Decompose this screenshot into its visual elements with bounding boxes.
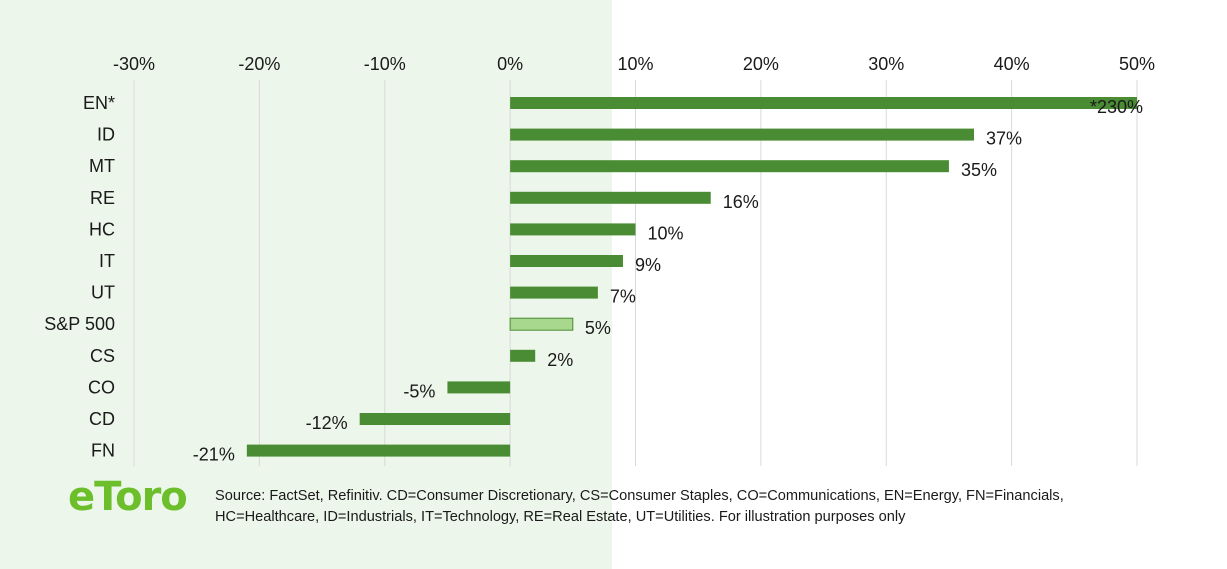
- bar-benchmark: [509, 317, 574, 331]
- category-label: MT: [89, 156, 115, 176]
- bars: [246, 97, 1137, 457]
- bar: [447, 381, 511, 394]
- category-label: UT: [91, 283, 115, 303]
- x-tick-label: 40%: [994, 54, 1030, 74]
- source-note: Source: FactSet, Refinitiv. CD=Consumer …: [215, 486, 1215, 528]
- x-tick-label: 30%: [868, 54, 904, 74]
- etoro-logo: eToro: [60, 474, 200, 528]
- data-label: 7%: [610, 287, 636, 307]
- source-line-1: Source: FactSet, Refinitiv. CD=Consumer …: [215, 488, 1064, 504]
- category-label: EN*: [83, 93, 115, 113]
- data-label: 5%: [585, 318, 611, 338]
- category-label: ID: [97, 125, 115, 145]
- x-tick-label: -30%: [113, 54, 155, 74]
- data-label: -21%: [193, 445, 235, 465]
- category-label: CS: [90, 346, 115, 366]
- x-tick-label: 20%: [743, 54, 779, 74]
- category-label: HC: [89, 219, 115, 239]
- data-label: 16%: [723, 192, 759, 212]
- data-label: 9%: [635, 255, 661, 275]
- data-label: 35%: [961, 160, 997, 180]
- data-label: 37%: [986, 129, 1022, 149]
- bar: [359, 413, 511, 425]
- bar: [510, 128, 975, 141]
- x-tick-label: 50%: [1119, 54, 1155, 74]
- x-tick-label: -10%: [364, 54, 406, 74]
- category-label: FN: [91, 441, 115, 461]
- data-label: -12%: [306, 413, 348, 433]
- category-label: S&P 500: [44, 314, 115, 334]
- data-label: -5%: [403, 381, 435, 401]
- data-label: 10%: [648, 223, 684, 243]
- category-label: CO: [88, 377, 115, 397]
- category-label: CD: [89, 409, 115, 429]
- bar: [510, 160, 949, 173]
- data-label: 2%: [547, 350, 573, 370]
- footer: eToro Source: FactSet, Refinitiv. CD=Con…: [60, 474, 1220, 548]
- category-label: IT: [99, 251, 115, 271]
- x-tick-label: 10%: [617, 54, 653, 74]
- source-line-2: HC=Healthcare, ID=Industrials, IT=Techno…: [215, 509, 906, 525]
- category-labels: EN* ID MT RE HC IT UT S&P 500 CS CO CD FN: [44, 93, 115, 461]
- bar: [510, 191, 711, 204]
- bar: [510, 97, 1137, 109]
- bar: [510, 349, 536, 362]
- logo-text: eToro: [68, 474, 188, 520]
- category-label: RE: [90, 188, 115, 208]
- x-axis-tick-labels: -30% -20% -10% 0% 10% 20% 30% 40% 50%: [113, 54, 1155, 74]
- data-label: *230%: [1090, 97, 1143, 117]
- x-tick-label: -20%: [238, 54, 280, 74]
- bar: [510, 255, 623, 267]
- bar: [510, 223, 636, 236]
- sector-returns-bar-chart: -30% -20% -10% 0% 10% 20% 30% 40% 50% EN* ID MT RE H…: [44, 54, 1155, 466]
- data-labels: *230% 37% 35% 16% 10% 9% 7% 5% 2% -5% -12% -21%: [193, 97, 1143, 465]
- x-tick-label: 0%: [497, 54, 523, 74]
- gridlines: [133, 80, 1138, 466]
- bar: [510, 286, 598, 299]
- bar: [246, 444, 511, 457]
